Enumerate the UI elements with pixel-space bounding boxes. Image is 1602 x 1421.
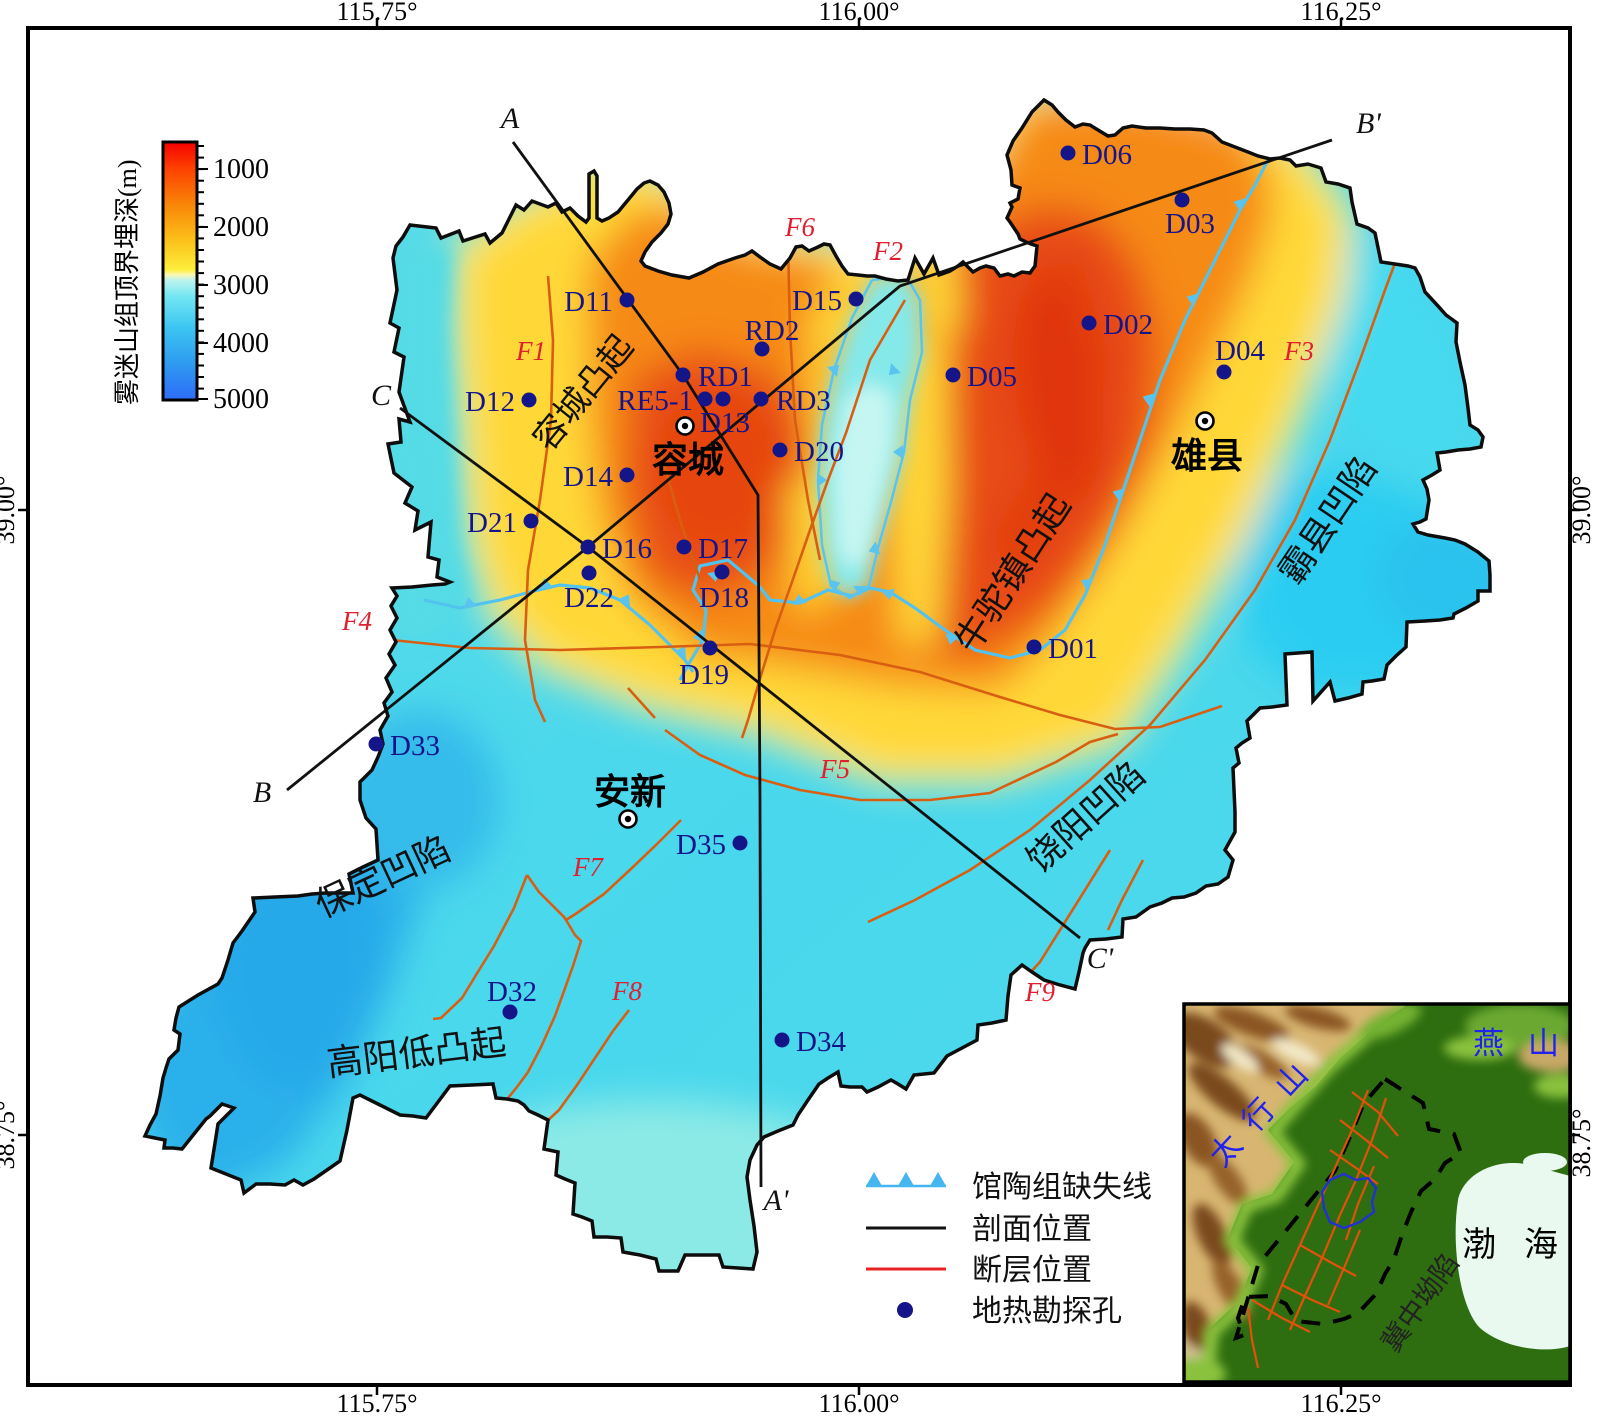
svg-text:剖面位置: 剖面位置 — [972, 1213, 1092, 1246]
svg-text:39.00°: 39.00° — [1567, 476, 1596, 545]
svg-text:F6: F6 — [784, 212, 815, 242]
svg-text:D11: D11 — [564, 286, 613, 318]
svg-text:115.75°: 115.75° — [337, 1389, 418, 1416]
svg-text:容城: 容城 — [652, 440, 724, 480]
svg-text:F3: F3 — [1283, 336, 1314, 366]
svg-text:5000: 5000 — [213, 384, 269, 415]
svg-text:RE5-1: RE5-1 — [617, 385, 693, 417]
svg-text:安新: 安新 — [594, 772, 666, 812]
svg-text:D01: D01 — [1048, 633, 1098, 665]
svg-text:A: A — [499, 102, 520, 135]
svg-text:馆陶组缺失线: 馆陶组缺失线 — [972, 1171, 1152, 1204]
svg-text:地热勘探孔: 地热勘探孔 — [972, 1295, 1122, 1328]
svg-text:B: B — [253, 776, 271, 809]
svg-text:116.00°: 116.00° — [819, 0, 900, 26]
svg-text:B': B' — [1356, 107, 1381, 140]
svg-text:雾迷山组顶界埋深(m): 雾迷山组顶界埋深(m) — [113, 159, 142, 405]
svg-text:F1: F1 — [515, 336, 546, 366]
svg-text:C': C' — [1087, 942, 1114, 975]
svg-text:D18: D18 — [699, 582, 749, 614]
svg-text:D33: D33 — [390, 730, 440, 762]
svg-text:F8: F8 — [611, 976, 642, 1006]
svg-text:RD3: RD3 — [776, 385, 831, 417]
svg-text:D14: D14 — [563, 461, 613, 493]
svg-text:4000: 4000 — [213, 328, 269, 359]
svg-text:渤海: 渤海 — [1462, 1226, 1586, 1264]
svg-text:116.25°: 116.25° — [1301, 1389, 1382, 1416]
svg-text:1000: 1000 — [213, 154, 269, 185]
svg-text:116.25°: 116.25° — [1301, 0, 1382, 26]
svg-text:3000: 3000 — [213, 270, 269, 301]
svg-text:D35: D35 — [676, 829, 726, 861]
svg-text:39.00°: 39.00° — [0, 476, 20, 545]
svg-text:D32: D32 — [487, 976, 537, 1008]
svg-text:D17: D17 — [698, 533, 748, 565]
svg-text:38.75°: 38.75° — [0, 1101, 20, 1170]
svg-text:D34: D34 — [796, 1026, 846, 1058]
svg-text:38.75°: 38.75° — [1567, 1109, 1596, 1178]
svg-text:D04: D04 — [1215, 335, 1265, 367]
svg-text:C: C — [371, 379, 392, 412]
svg-text:2000: 2000 — [213, 212, 269, 243]
svg-text:D06: D06 — [1082, 139, 1132, 171]
svg-text:D13: D13 — [700, 407, 750, 439]
svg-text:D15: D15 — [792, 285, 842, 317]
svg-text:D19: D19 — [679, 659, 729, 691]
svg-text:A': A' — [762, 1184, 789, 1217]
svg-text:F2: F2 — [872, 236, 903, 266]
svg-text:燕山: 燕山 — [1473, 1026, 1583, 1061]
svg-text:D16: D16 — [602, 533, 652, 565]
svg-text:D05: D05 — [967, 361, 1017, 393]
svg-text:D03: D03 — [1165, 208, 1215, 240]
svg-text:断层位置: 断层位置 — [972, 1254, 1092, 1287]
svg-text:D12: D12 — [465, 386, 515, 418]
svg-text:RD2: RD2 — [745, 315, 800, 347]
svg-text:D02: D02 — [1103, 309, 1153, 341]
svg-text:雄县: 雄县 — [1171, 436, 1243, 476]
svg-text:116.00°: 116.00° — [819, 1389, 900, 1416]
svg-text:RD1: RD1 — [698, 361, 753, 393]
svg-text:F4: F4 — [341, 606, 372, 636]
svg-text:D20: D20 — [794, 436, 844, 468]
svg-text:D22: D22 — [564, 582, 614, 614]
svg-text:F5: F5 — [819, 754, 850, 784]
svg-text:F7: F7 — [572, 852, 604, 882]
svg-text:F9: F9 — [1024, 977, 1055, 1007]
svg-text:115.75°: 115.75° — [337, 0, 418, 26]
svg-text:D21: D21 — [467, 507, 517, 539]
